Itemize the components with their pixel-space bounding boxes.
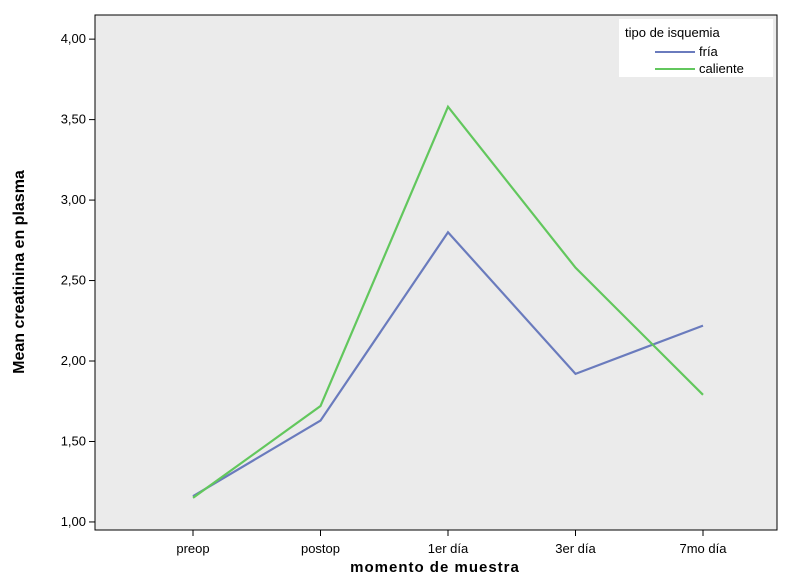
y-tick-label: 2,50 — [61, 273, 86, 288]
x-tick-label: 3er día — [555, 541, 596, 556]
series-line-caliente — [192, 104, 704, 499]
y-tick-label: 1,00 — [61, 514, 86, 529]
series-line-fría — [192, 230, 704, 498]
y-tick-label: 4,00 — [61, 31, 86, 46]
x-tick-label: 1er día — [428, 541, 469, 556]
y-tick-label: 2,00 — [61, 353, 86, 368]
legend: tipo de isquemia fría caliente — [619, 19, 773, 77]
series-lines — [192, 104, 704, 499]
plot-area — [94, 14, 778, 531]
x-axis-title: momento de muestra — [350, 559, 520, 576]
y-axis: 1,00 1,50 2,00 2,50 3,00 3,50 4,00 — [61, 31, 95, 529]
y-tick-label: 3,00 — [61, 192, 86, 207]
y-axis-title: Mean creatinina en plasma — [11, 170, 28, 374]
legend-box — [619, 19, 773, 77]
y-tick-label: 1,50 — [61, 433, 86, 448]
x-axis: preop postop 1er día 3er día 7mo día — [176, 530, 727, 556]
x-tick-label: 7mo día — [680, 541, 728, 556]
legend-label: caliente — [699, 61, 744, 76]
x-tick-label: preop — [176, 541, 209, 556]
legend-title: tipo de isquemia — [625, 25, 720, 40]
y-tick-label: 3,50 — [61, 112, 86, 127]
x-tick-label: postop — [301, 541, 340, 556]
legend-label: fría — [699, 44, 719, 59]
